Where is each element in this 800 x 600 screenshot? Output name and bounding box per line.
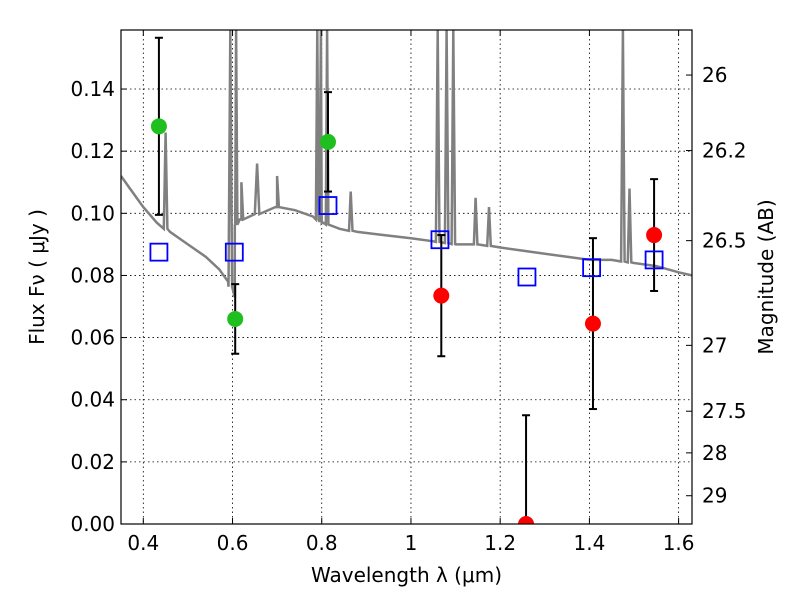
plot-frame — [120, 29, 693, 525]
x-tick-label: 0.4 — [127, 531, 159, 555]
x-tick-label: 1.6 — [663, 531, 695, 555]
model-spectrum — [121, 30, 692, 298]
model-square-marker — [430, 230, 450, 250]
right-tick-label: 26.2 — [702, 139, 747, 163]
y-tick-label: 0.12 — [70, 139, 115, 163]
spectrum-line — [121, 30, 692, 298]
y-tick-label: 0.06 — [70, 326, 115, 350]
y-tick-label: 0.10 — [70, 201, 115, 225]
model-square-marker — [149, 242, 169, 262]
data-markers — [149, 118, 664, 524]
right-tick-label: 26.5 — [702, 229, 747, 253]
low-significance-marker — [646, 227, 663, 244]
right-tick-label: 26 — [702, 63, 727, 87]
right-tick-label: 27 — [702, 333, 727, 357]
detection-marker — [319, 133, 336, 150]
y-tick-label: 0.08 — [70, 263, 115, 287]
right-tick-label: 27.5 — [702, 399, 747, 423]
y-tick-label: 0.14 — [70, 77, 115, 101]
y-tick-label: 0.04 — [70, 388, 115, 412]
y-tick-label: 0.00 — [70, 512, 115, 536]
low-significance-marker — [518, 516, 535, 524]
model-square-marker — [224, 242, 244, 262]
right-tick-label: 29 — [702, 484, 727, 508]
x-tick-label: 0.6 — [217, 531, 249, 555]
detection-marker — [150, 118, 167, 135]
model-square-marker — [582, 258, 602, 278]
x-tick-label: 1.4 — [573, 531, 605, 555]
x-tick-label: 1.2 — [484, 531, 516, 555]
y-axis-label: Flux Fν ( μJy ) — [25, 209, 49, 345]
x-tick-label: 0.8 — [306, 531, 338, 555]
y-tick-label: 0.02 — [70, 450, 115, 474]
x-axis-label: Wavelength λ (μm) — [311, 563, 502, 587]
detection-marker — [227, 310, 244, 327]
grid-lines — [121, 30, 692, 524]
model-square-marker — [644, 250, 664, 270]
model-square-marker — [318, 196, 338, 215]
right-tick-label: 28 — [702, 441, 727, 465]
right-axis-label: Magnitude (AB) — [754, 199, 778, 354]
model-square-marker — [517, 267, 537, 287]
low-significance-marker — [584, 315, 601, 332]
axis-ticks: 0.4 0.6 0.8 1 1.2 1.4 1.6 0.00 0.02 0.04 0.06 0.08 0… — [70, 30, 747, 555]
x-tick-label: 1 — [405, 531, 418, 555]
low-significance-marker — [433, 287, 450, 304]
